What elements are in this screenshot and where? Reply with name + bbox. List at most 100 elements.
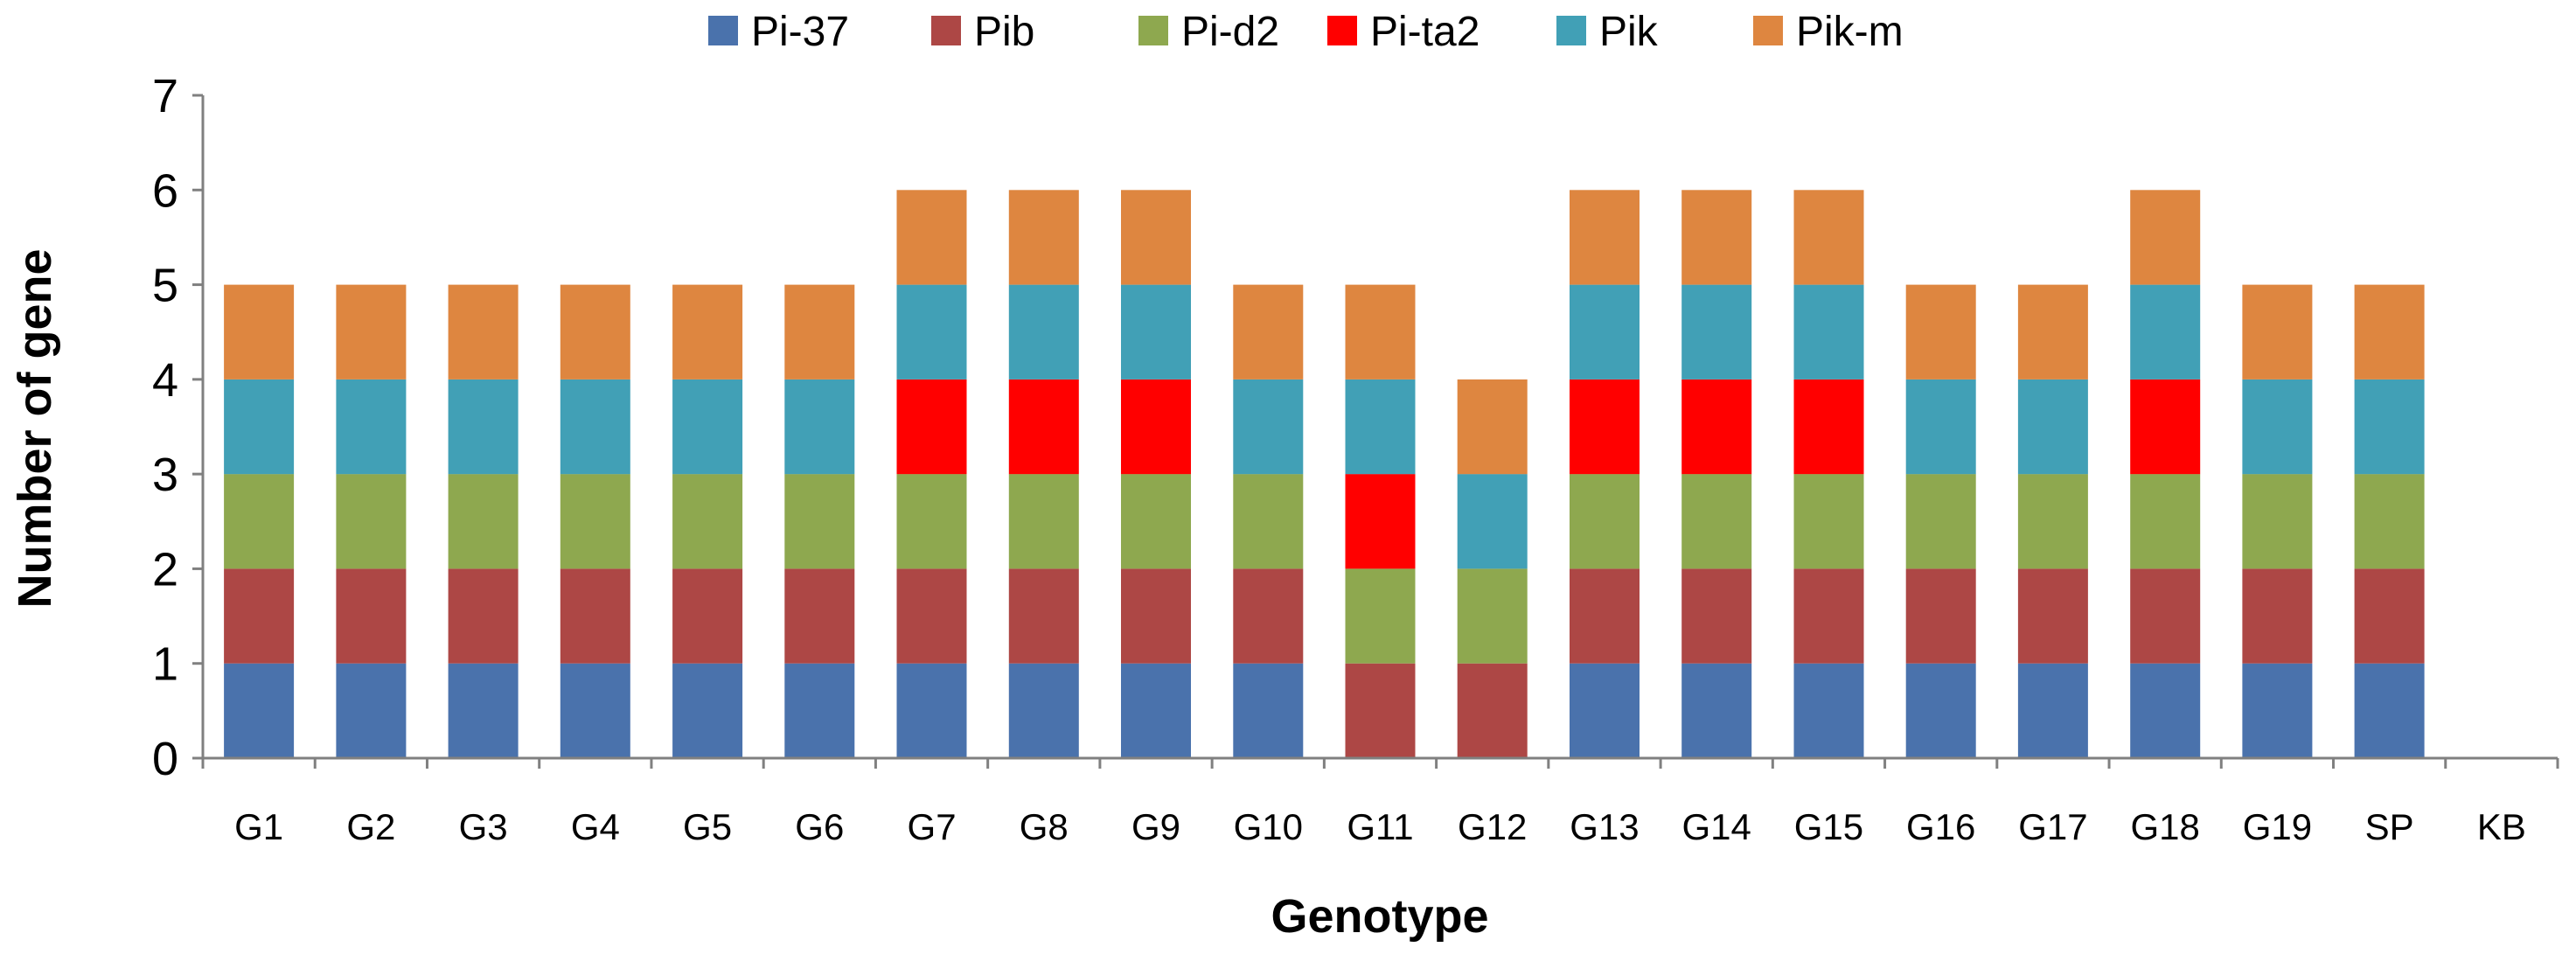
bar-segment-pik-g14 [1681,284,1752,380]
bar-segment-pi-d2-g5 [672,474,743,569]
y-tick-label: 4 [152,354,178,407]
bar-segment-pik-g10 [1233,379,1304,475]
x-tick-label: G12 [1458,806,1527,847]
bar-segment-pik-m-g17 [2017,284,2088,380]
legend-label-pik: Pik [1599,9,1659,55]
bar-segment-pi-ta2-g13 [1570,379,1640,475]
bar-segment-pi-37-g3 [448,663,519,758]
bar-segment-pik-g15 [1793,284,1864,380]
bar-segment-pib-g18 [2130,568,2201,664]
bar-segment-pi-37-g13 [1570,663,1640,758]
bar-segment-pi-37-g15 [1793,663,1864,758]
bar-segment-pi-37-g4 [560,663,630,758]
bar-segment-pik-g6 [784,379,855,475]
bar-segment-pi-37-g10 [1233,663,1304,758]
y-tick-label: 0 [152,733,178,785]
bar-segment-pi-d2-g11 [1345,568,1416,664]
legend-swatch-pik [1556,16,1586,45]
legend-label-pib: Pib [974,9,1034,55]
bar-segment-pik-m-g19 [2242,284,2313,380]
legend-label-pi-d2: Pi-d2 [1181,9,1279,55]
bar-segment-pik-g2 [336,379,407,475]
x-tick-label: SP [2365,806,2414,847]
bar-segment-pi-d2-g4 [560,474,630,569]
legend-swatch-pik-m [1753,16,1783,45]
x-tick-label: G19 [2243,806,2312,847]
bar-segment-pib-g7 [896,568,967,664]
bar-segment-pi-ta2-g18 [2130,379,2201,475]
x-tick-label: G16 [1906,806,1975,847]
bar-segment-pi-d2-g9 [1121,474,1191,569]
bar-segment-pik-m-g10 [1233,284,1304,380]
bar-segment-pi-ta2-g9 [1121,379,1191,475]
y-tick-label: 6 [152,164,178,217]
bar-segment-pi-d2-g14 [1681,474,1752,569]
bar-segment-pi-d2-g10 [1233,474,1304,569]
bar-segment-pi-37-g19 [2242,663,2313,758]
x-axis-title: Genotype [1271,890,1488,943]
bar-segment-pik-m-sp [2354,284,2425,380]
bar-segment-pi-d2-g1 [224,474,295,569]
bar-segment-pi-d2-g15 [1793,474,1864,569]
x-tick-label: G13 [1570,806,1639,847]
bar-segment-pi-d2-sp [2354,474,2425,569]
bar-segment-pi-d2-g19 [2242,474,2313,569]
bar-segment-pi-ta2-g8 [1008,379,1079,475]
bar-segment-pik-g4 [560,379,630,475]
bar-segment-pi-d2-g2 [336,474,407,569]
bar-segment-pik-m-g3 [448,284,519,380]
bars-group [224,190,2425,758]
x-tick-label: G5 [683,806,732,847]
bar-segment-pi-37-g18 [2130,663,2201,758]
bar-segment-pib-g10 [1233,568,1304,664]
legend-label-pi-37: Pi-37 [751,9,849,55]
x-tick-label: G8 [1020,806,1069,847]
y-tick-label: 2 [152,543,178,595]
bar-segment-pib-g1 [224,568,295,664]
bar-segment-pi-37-g7 [896,663,967,758]
bar-segment-pik-g17 [2017,379,2088,475]
bar-segment-pik-g12 [1457,474,1528,569]
bar-segment-pib-g4 [560,568,630,664]
bar-segment-pib-g11 [1345,663,1416,758]
legend-swatch-pi-ta2 [1327,16,1357,45]
bar-segment-pik-m-g14 [1681,190,1752,285]
x-tick-label: G6 [795,806,844,847]
bar-segment-pik-m-g2 [336,284,407,380]
bar-segment-pik-g7 [896,284,967,380]
bar-segment-pib-g5 [672,568,743,664]
legend-swatch-pi-37 [708,16,738,45]
x-tick-label: G2 [346,806,395,847]
bar-segment-pik-g18 [2130,284,2201,380]
y-tick-label: 7 [152,70,178,122]
bar-segment-pib-g2 [336,568,407,664]
bar-segment-pi-37-g16 [1905,663,1976,758]
x-tick-label: G1 [234,806,283,847]
bar-segment-pik-m-g18 [2130,190,2201,285]
x-tick-label: KB [2477,806,2526,847]
bar-segment-pik-g1 [224,379,295,475]
x-tick-label: G10 [1234,806,1303,847]
bar-segment-pik-m-g12 [1457,379,1528,475]
legend-swatch-pib [931,16,961,45]
x-tick-label: G11 [1347,806,1413,847]
y-tick-label: 1 [152,638,178,691]
bar-segment-pik-g19 [2242,379,2313,475]
bar-segment-pi-d2-g3 [448,474,519,569]
legend-swatch-pi-d2 [1138,16,1168,45]
bar-segment-pi-37-g6 [784,663,855,758]
bar-segment-pib-g19 [2242,568,2313,664]
y-axis-title: Number of gene [9,248,61,608]
bar-segment-pik-m-g9 [1121,190,1191,285]
bar-segment-pik-m-g8 [1008,190,1079,285]
bar-segment-pib-sp [2354,568,2425,664]
bar-segment-pik-m-g11 [1345,284,1416,380]
bar-segment-pi-37-g8 [1008,663,1079,758]
bar-segment-pib-g17 [2017,568,2088,664]
x-tick-label: G3 [459,806,508,847]
bar-segment-pi-ta2-g7 [896,379,967,475]
bar-segment-pi-ta2-g11 [1345,474,1416,569]
bar-segment-pi-d2-g7 [896,474,967,569]
bar-segment-pik-g11 [1345,379,1416,475]
legend-label-pik-m: Pik-m [1796,9,1904,55]
